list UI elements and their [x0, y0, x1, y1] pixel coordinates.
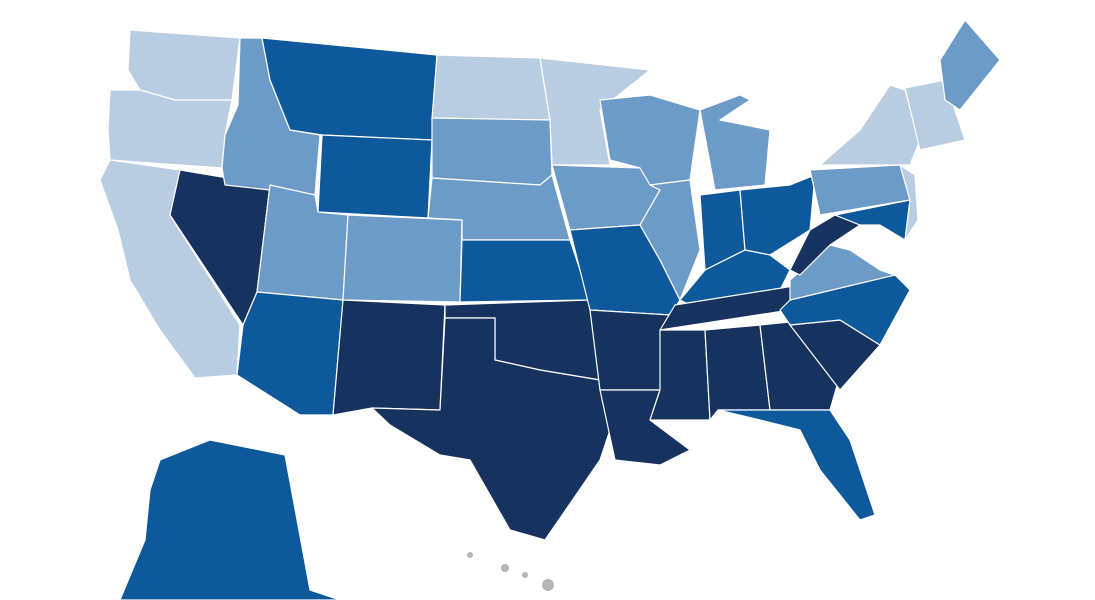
state — [717, 409, 876, 521]
state — [459, 239, 591, 303]
state — [332, 299, 446, 416]
states — [99, 19, 1001, 600]
state — [236, 291, 344, 416]
island — [542, 579, 554, 591]
state — [539, 57, 651, 166]
state — [261, 37, 438, 141]
state — [119, 439, 341, 600]
state — [107, 89, 233, 169]
state — [589, 309, 671, 391]
state — [704, 324, 771, 421]
state — [317, 134, 433, 219]
state — [639, 179, 701, 301]
state — [819, 84, 921, 166]
island — [467, 552, 473, 558]
island — [501, 564, 509, 572]
state — [699, 94, 771, 191]
hawaii — [467, 552, 554, 591]
island — [522, 572, 528, 578]
state — [371, 317, 611, 541]
state — [431, 54, 551, 121]
state — [939, 19, 1001, 111]
state — [342, 214, 463, 303]
state — [431, 117, 553, 186]
state — [127, 29, 241, 101]
state — [649, 329, 711, 421]
state — [834, 199, 911, 241]
state — [899, 164, 919, 241]
